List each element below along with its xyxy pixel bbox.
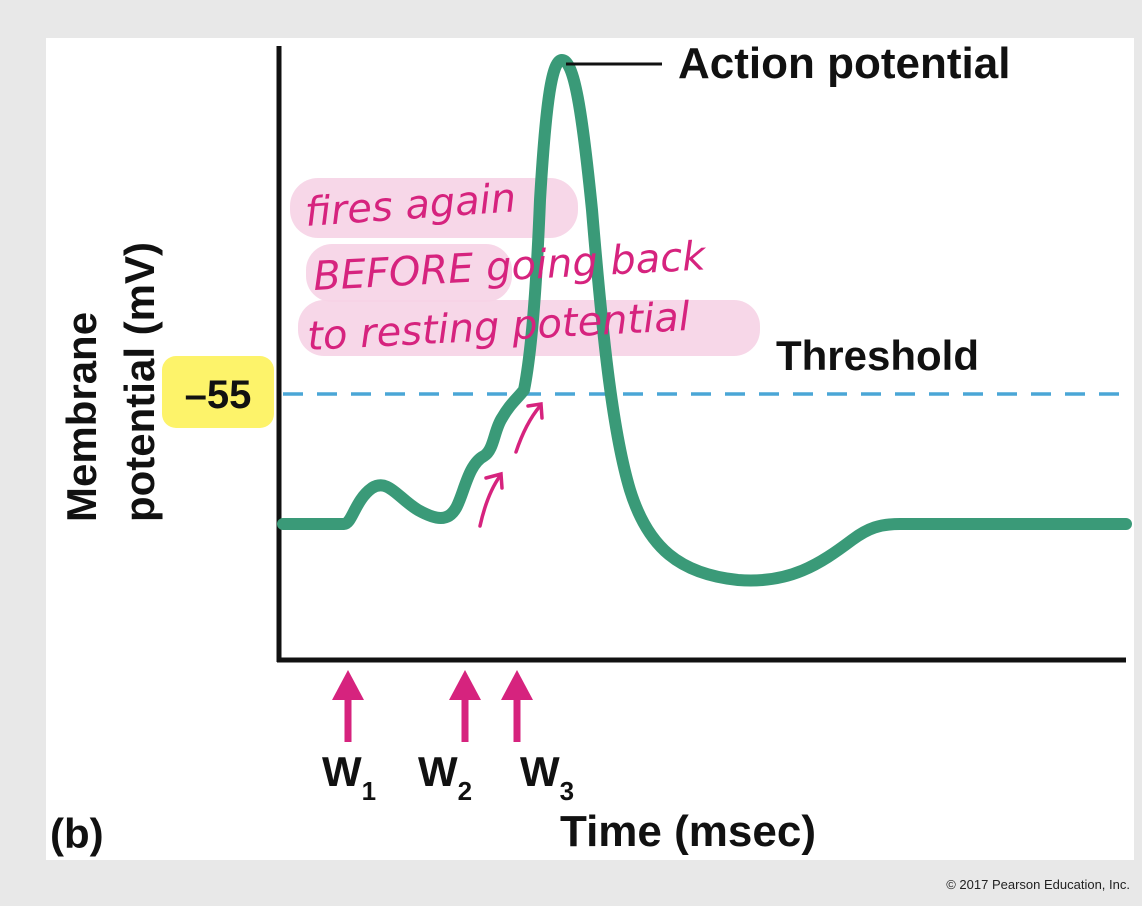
handwritten-arrow-1 <box>478 471 504 528</box>
action-potential-label: Action potential <box>678 39 1010 88</box>
stimulus-label-w1: W1 <box>322 748 376 806</box>
y-axis-label: Membrane potential (mV) <box>58 242 163 522</box>
handwritten-arrow-2 <box>514 401 544 454</box>
x-axis-label: Time (msec) <box>560 807 816 856</box>
stimulus-label-w2: W2 <box>418 748 472 806</box>
y-axis-label-line2: potential (mV) <box>116 242 163 522</box>
note-highlight-2 <box>306 244 512 302</box>
threshold-value-highlight <box>162 356 274 428</box>
y-axis-label-line1: Membrane <box>58 312 105 522</box>
note-highlight-1 <box>290 178 578 238</box>
membrane-potential-trace <box>277 54 1132 587</box>
stimulus-arrow-w2 <box>449 670 481 742</box>
panel-label: (b) <box>50 810 104 857</box>
threshold-label: Threshold <box>776 332 979 379</box>
handwritten-note-line2: BEFORE going back <box>312 233 708 300</box>
stimulus-arrow-w1 <box>332 670 364 742</box>
copyright-text: © 2017 Pearson Education, Inc. <box>946 877 1130 892</box>
stimulus-arrow-w3 <box>501 670 533 742</box>
threshold-value-label: –55 <box>185 373 252 417</box>
stimulus-label-w3: W3 <box>520 748 574 806</box>
